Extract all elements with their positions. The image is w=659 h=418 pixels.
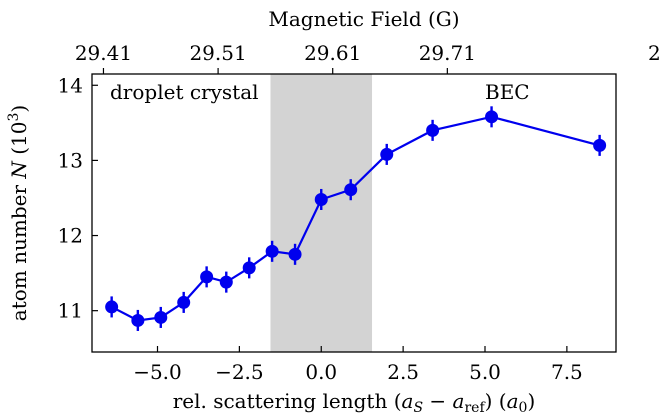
data-point — [344, 183, 358, 197]
x-tick-label: −5.0 — [133, 360, 182, 384]
tick-marks-layer — [92, 68, 568, 352]
data-point — [131, 313, 145, 327]
data-point — [426, 123, 440, 137]
x-tick-label: 2.5 — [387, 360, 419, 384]
top-tick-label: 29.41 — [75, 41, 132, 65]
shaded-region-layer — [270, 74, 373, 352]
data-point — [177, 295, 191, 309]
data-point — [485, 110, 499, 124]
data-point — [242, 261, 256, 275]
data-point — [288, 247, 302, 261]
x-axis-label: rel. scattering length (aS − aref) (a0) — [173, 389, 536, 416]
top-axis-label: Magnetic Field (G) — [268, 7, 459, 31]
x-tick-label: 0.0 — [305, 360, 337, 384]
y-tick-label: 11 — [58, 299, 83, 323]
x-tick-label: 5.0 — [469, 360, 501, 384]
x-tick-label: 7.5 — [551, 360, 583, 384]
x-tick-label: −2.5 — [215, 360, 264, 384]
top-tick-label: 29.81 — [648, 41, 659, 65]
data-point — [314, 192, 328, 206]
y-axis-label: atom number N (103) — [6, 105, 31, 321]
plot-frame — [91, 73, 617, 353]
y-tick-label: 13 — [58, 148, 83, 172]
data-point — [380, 147, 394, 161]
series-layer — [105, 106, 607, 331]
annotation-bec: BEC — [485, 80, 530, 104]
data-point — [593, 138, 607, 152]
top-tick-label: 29.71 — [419, 41, 476, 65]
data-point — [105, 300, 119, 314]
data-point — [200, 270, 214, 284]
y-tick-label: 14 — [58, 73, 83, 97]
data-point — [154, 310, 168, 324]
data-point — [219, 275, 233, 289]
annotation-droplet-crystal: droplet crystal — [110, 80, 259, 104]
y-tick-label: 12 — [58, 224, 83, 248]
top-tick-label: 29.51 — [189, 41, 246, 65]
top-tick-label: 29.61 — [304, 41, 361, 65]
shaded-region — [270, 74, 373, 352]
data-point — [265, 244, 279, 258]
